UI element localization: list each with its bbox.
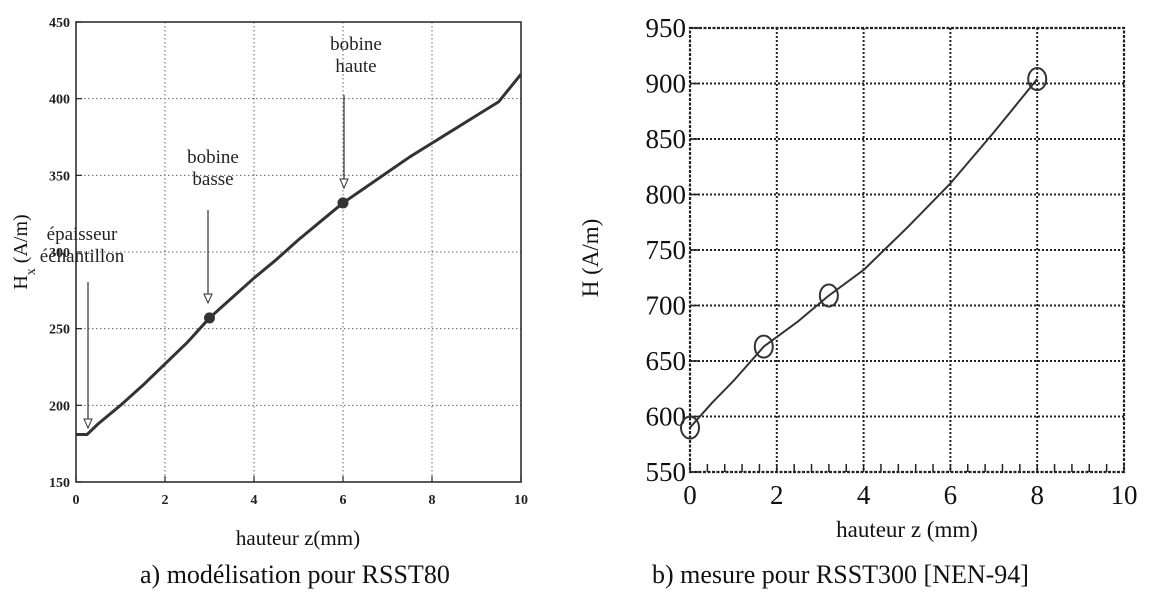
tick-label-y: 650	[646, 346, 687, 376]
tick-label-x: 6	[944, 480, 958, 510]
tick-label-y: 300	[49, 246, 70, 261]
arrow-head	[83, 418, 93, 430]
chart-a: 0 2 4 6 8 10 150 200 250 300 350 400 450 épaisseuréch…	[10, 16, 528, 550]
annotation-label: basse	[192, 169, 233, 190]
tick-label-x: 0	[73, 493, 80, 508]
tick-label-y: 550	[646, 457, 687, 487]
annotation-label: haute	[335, 56, 376, 77]
tick-label-y: 600	[646, 402, 687, 432]
data-point	[1027, 67, 1048, 92]
y-axis-label-b: H (A/m)	[578, 219, 603, 298]
y-axis-label-a: Hx (A/m)	[10, 214, 39, 289]
tick-label-y: 450	[49, 16, 70, 31]
plot-frame-b	[688, 26, 1126, 474]
tick-label-y: 800	[646, 180, 687, 210]
tick-label-x: 4	[251, 493, 258, 508]
annotation-label: bobine	[330, 34, 382, 55]
tick-label-x: 10	[1111, 480, 1138, 510]
annotation-label: échantillon	[40, 246, 125, 267]
tick-label-x: 10	[514, 493, 528, 508]
caption-a: a) modélisation pour RSST80	[140, 560, 450, 589]
plot-frame-a	[75, 21, 522, 483]
x-axis-label-b: hauteur z (mm)	[836, 517, 978, 542]
tick-label-y: 150	[49, 476, 70, 491]
data-point	[204, 312, 215, 324]
tick-label-y: 900	[646, 69, 687, 99]
tick-label-y: 950	[646, 13, 687, 43]
x-axis-label-a: hauteur z(mm)	[236, 526, 360, 550]
tick-label-x: 8	[429, 493, 436, 508]
tick-label-y: 250	[49, 323, 70, 338]
tick-label-x: 0	[683, 480, 697, 510]
tick-label-y: 200	[49, 399, 70, 414]
tick-label-x: 4	[857, 480, 871, 510]
tick-label-x: 6	[340, 493, 347, 508]
tick-label-x: 2	[770, 480, 784, 510]
tick-label-x: 8	[1030, 480, 1044, 510]
series-line-a	[76, 73, 523, 436]
tick-label-y: 400	[49, 93, 70, 108]
series-line-b	[689, 78, 1038, 429]
data-point	[818, 283, 839, 308]
tick-label-y: 700	[646, 291, 687, 321]
caption-b: b) mesure pour RSST300 [NEN-94]	[652, 560, 1029, 589]
tick-label-y: 350	[49, 169, 70, 184]
data-point	[753, 334, 774, 359]
data-point	[680, 415, 700, 440]
annotation-label: bobine	[187, 147, 239, 168]
annotation-label: épaisseur	[47, 224, 118, 245]
arrow-head	[339, 178, 349, 190]
data-point	[337, 197, 349, 209]
arrow-head	[203, 293, 213, 305]
tick-label-y: 850	[646, 124, 687, 154]
tick-label-y: 750	[646, 235, 687, 265]
chart-b: 0 2 4 6 8 10 550 600 650 700 750 800 850 900 950 hauteu…	[578, 13, 1138, 542]
tick-label-x: 2	[162, 493, 169, 508]
